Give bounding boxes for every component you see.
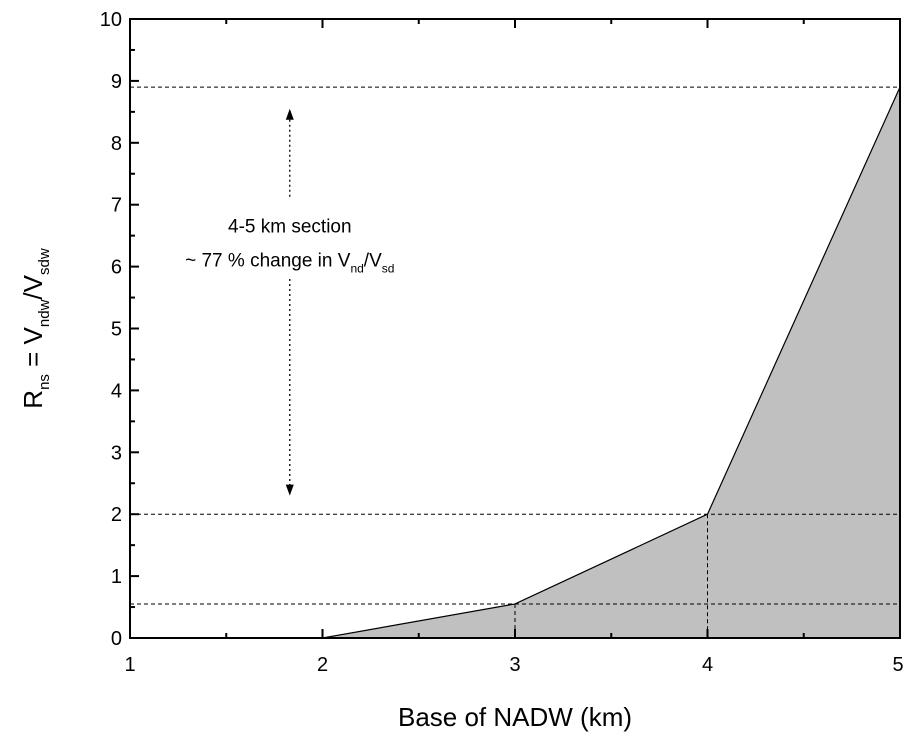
y-axis-title: Rns = Vndw/Vsdw xyxy=(18,248,53,409)
area-line-0 xyxy=(322,86,901,639)
y-tick-label-1: 1 xyxy=(111,566,122,588)
x-tick-label-3: 3 xyxy=(509,654,520,676)
y-tick-label-5: 5 xyxy=(111,319,122,341)
axis-ticks xyxy=(129,18,901,639)
x-tick-labels: 1 2 3 4 5 xyxy=(124,654,903,676)
x-axis-title: Base of NADW (km) xyxy=(398,702,632,732)
double-arrow xyxy=(285,108,294,496)
y-tick-label-2: 2 xyxy=(111,504,122,526)
y-tick-label-0: 0 xyxy=(111,628,122,650)
arrow-head-up xyxy=(285,108,294,120)
x-tick-label-4: 4 xyxy=(702,654,713,676)
y-tick-label-7: 7 xyxy=(111,195,122,217)
arrow-head-down xyxy=(285,484,294,496)
x-tick-label-1: 1 xyxy=(124,654,135,676)
y-tick-label-10: 10 xyxy=(100,9,122,31)
x-tick-label-2: 2 xyxy=(317,654,328,676)
area-fill-0 xyxy=(322,87,900,639)
y-tick-label-6: 6 xyxy=(111,257,122,279)
annotation-line-2: ~ 77 % change in Vnd/Vsd xyxy=(185,251,394,276)
y-tick-label-3: 3 xyxy=(111,442,122,464)
y-tick-label-4: 4 xyxy=(111,380,122,402)
y-tick-label-9: 9 xyxy=(111,71,122,93)
y-tick-label-8: 8 xyxy=(111,133,122,155)
annotation-line-1: 4-5 km section xyxy=(228,217,352,238)
x-tick-label-5: 5 xyxy=(892,654,903,676)
area-layer xyxy=(322,86,901,639)
y-tick-labels: 0 1 2 3 4 5 6 7 8 9 10 xyxy=(100,9,122,650)
